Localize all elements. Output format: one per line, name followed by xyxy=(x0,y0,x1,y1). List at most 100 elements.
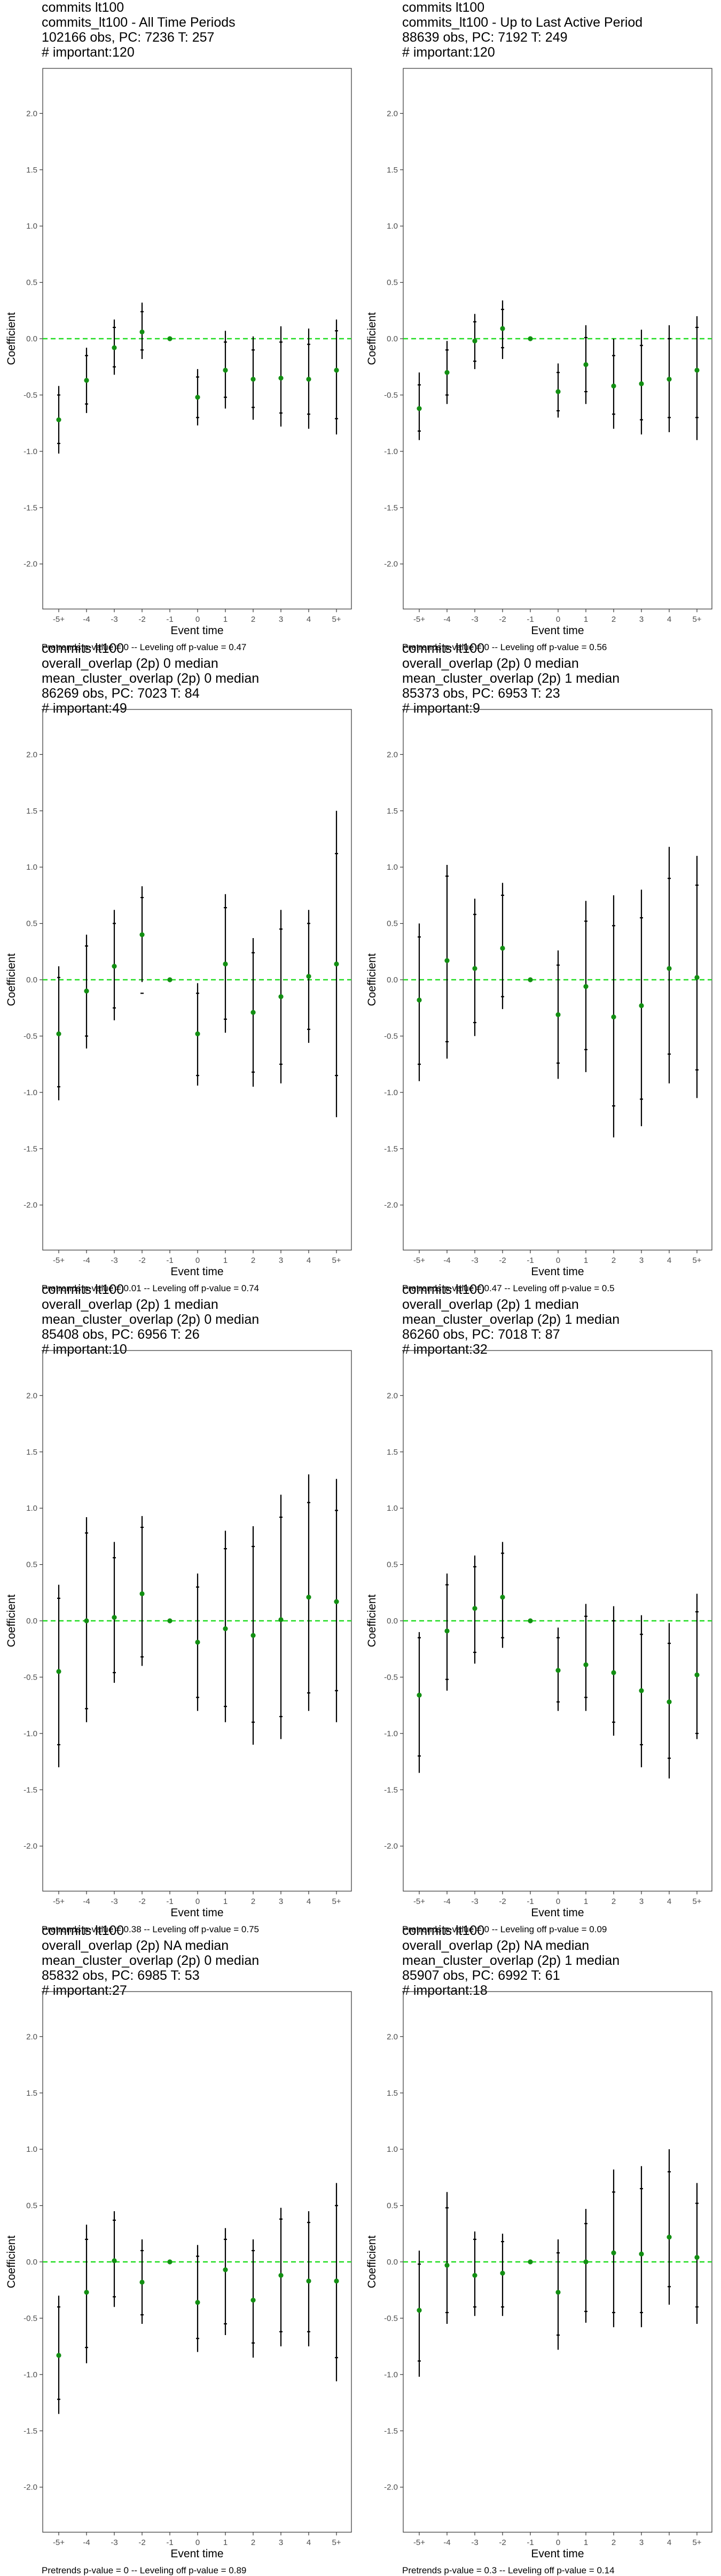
chart-panel: commits lt100 commits_lt100 - All Time Pe… xyxy=(0,0,360,652)
estimate-point xyxy=(84,378,89,383)
x-tick-label: 0 xyxy=(556,2538,560,2547)
chart-title-line: mean_cluster_overlap (2p) 0 median xyxy=(42,1312,260,1327)
x-tick-label: -4 xyxy=(83,615,90,624)
y-tick-label: -1.5 xyxy=(23,503,37,512)
chart-title-line: 86260 obs, PC: 7018 T: 87 xyxy=(402,1327,560,1342)
x-tick-label: -4 xyxy=(83,2538,90,2547)
estimate-point xyxy=(611,1014,616,1020)
y-tick-label: -1.0 xyxy=(23,1729,37,1738)
estimate-point xyxy=(112,345,117,350)
y-tick-label: -0.5 xyxy=(23,391,37,400)
chart-title-line: # important:27 xyxy=(42,1983,127,1998)
y-tick-label: 2.0 xyxy=(387,750,398,759)
estimate-point xyxy=(195,2300,200,2305)
x-tick-label: -3 xyxy=(471,1256,478,1265)
x-tick-label: 5+ xyxy=(332,615,341,624)
x-tick-label: -2 xyxy=(499,2538,506,2547)
estimate-point xyxy=(639,1003,644,1009)
x-tick-label: -2 xyxy=(499,1256,506,1265)
x-axis-title: Event time xyxy=(531,1266,584,1278)
chart-panel: commits lt100 overall_overlap (2p) NA med… xyxy=(360,1923,721,2575)
x-tick-label: -3 xyxy=(111,1256,117,1265)
x-axis-title: Event time xyxy=(531,2548,584,2560)
y-tick-label: 0.0 xyxy=(26,334,37,344)
x-tick-label: 0 xyxy=(195,615,200,624)
y-tick-label: -1.5 xyxy=(384,1785,398,1794)
x-tick-label: 2 xyxy=(251,1256,255,1265)
estimate-point xyxy=(583,1662,589,1667)
y-tick-label: -0.5 xyxy=(384,1032,398,1041)
y-tick-label: -0.5 xyxy=(384,391,398,400)
estimate-point xyxy=(444,958,450,963)
y-tick-label: 1.0 xyxy=(26,2145,37,2154)
y-tick-label: -0.5 xyxy=(23,1032,37,1041)
y-tick-label: 0.5 xyxy=(387,919,398,928)
estimate-point xyxy=(417,406,422,411)
estimate-point xyxy=(223,2267,228,2273)
y-tick-label: 2.0 xyxy=(26,1391,37,1400)
y-tick-label: -1.0 xyxy=(384,1088,398,1097)
chart-title-line: # important:18 xyxy=(402,1983,488,1998)
y-tick-label: -1.5 xyxy=(23,1785,37,1794)
estimate-point xyxy=(195,1640,200,1645)
x-tick-label: 4 xyxy=(667,615,671,624)
y-tick-label: -1.5 xyxy=(384,2426,398,2436)
chart-title-line: # important:9 xyxy=(402,701,480,716)
estimate-point xyxy=(306,2278,311,2284)
x-tick-label: -5+ xyxy=(413,1897,425,1906)
y-tick-label: 1.0 xyxy=(387,2145,398,2154)
x-tick-label: -4 xyxy=(83,1897,90,1906)
x-tick-label: -3 xyxy=(111,1897,117,1906)
chart-title-line: 102166 obs, PC: 7236 T: 257 xyxy=(42,30,215,45)
x-tick-label: -4 xyxy=(443,2538,450,2547)
x-tick-label: -3 xyxy=(471,615,478,624)
estimate-point xyxy=(250,1010,256,1015)
estimate-point xyxy=(139,2280,145,2285)
plot-area: -2.0 -1.5 -1.0 -0.5 0.0 0.5 1.0 1.5 2.0 -5+ -4 -3 -2… xyxy=(366,1350,712,1919)
estimate-point xyxy=(112,2258,117,2263)
chart-panel: commits lt100 overall_overlap (2p) NA med… xyxy=(0,1923,360,2575)
x-tick-label: 5+ xyxy=(692,1256,701,1265)
y-tick-label: 1.0 xyxy=(387,863,398,872)
estimate-point xyxy=(472,1606,477,1611)
x-tick-label: -1 xyxy=(166,1897,173,1906)
pvalue-footer: Pretrends p-value = 0 -- Leveling off p-… xyxy=(42,642,247,652)
x-tick-label: 5+ xyxy=(332,2538,341,2547)
chart-title-line: mean_cluster_overlap (2p) 1 median xyxy=(402,671,620,686)
estimate-point xyxy=(167,1618,173,1623)
y-tick-label: 0.5 xyxy=(387,1560,398,1570)
x-tick-label: 1 xyxy=(223,615,228,624)
x-axis-title: Event time xyxy=(170,2548,223,2560)
y-tick-label: -2.0 xyxy=(23,1842,37,1851)
x-tick-label: 2 xyxy=(612,2538,616,2547)
estimate-point xyxy=(84,2290,89,2295)
estimate-point xyxy=(84,988,89,994)
estimate-point xyxy=(583,2259,589,2265)
estimate-point xyxy=(472,338,477,344)
chart-title-line: overall_overlap (2p) 1 median xyxy=(402,1297,579,1312)
x-tick-label: 1 xyxy=(223,1256,228,1265)
pvalue-footer: Pretrends p-value = 0 -- Leveling off p-… xyxy=(402,1924,607,1934)
x-tick-label: -5+ xyxy=(413,1256,425,1265)
x-tick-label: 3 xyxy=(279,1256,283,1265)
plot-area: -2.0 -1.5 -1.0 -0.5 0.0 0.5 1.0 1.5 2.0 -5+ -4 -3 -2… xyxy=(366,68,712,637)
estimate-point xyxy=(667,966,672,971)
estimate-point xyxy=(528,336,533,341)
x-tick-label: -1 xyxy=(527,615,534,624)
y-axis-title: Coefficient xyxy=(5,312,18,365)
x-tick-label: -3 xyxy=(471,1897,478,1906)
chart-title: commits lt100 commits_lt100 - All Time Pe… xyxy=(42,0,236,60)
estimate-point xyxy=(84,1618,89,1623)
chart-panel: commits lt100 commits_lt100 - Up to Last … xyxy=(360,0,721,652)
y-tick-label: 0.0 xyxy=(26,2258,37,2267)
y-tick-label: -1.5 xyxy=(384,1144,398,1153)
pvalue-footer: Pretrends p-value = 0.3 -- Leveling off … xyxy=(402,2565,615,2575)
x-tick-label: -4 xyxy=(83,1256,90,1265)
estimate-point xyxy=(472,2273,477,2278)
y-axis-title: Coefficient xyxy=(366,2235,378,2288)
estimate-point xyxy=(139,932,145,938)
x-tick-label: -2 xyxy=(138,615,145,624)
x-tick-label: 0 xyxy=(195,1897,200,1906)
y-tick-label: 1.0 xyxy=(26,222,37,231)
